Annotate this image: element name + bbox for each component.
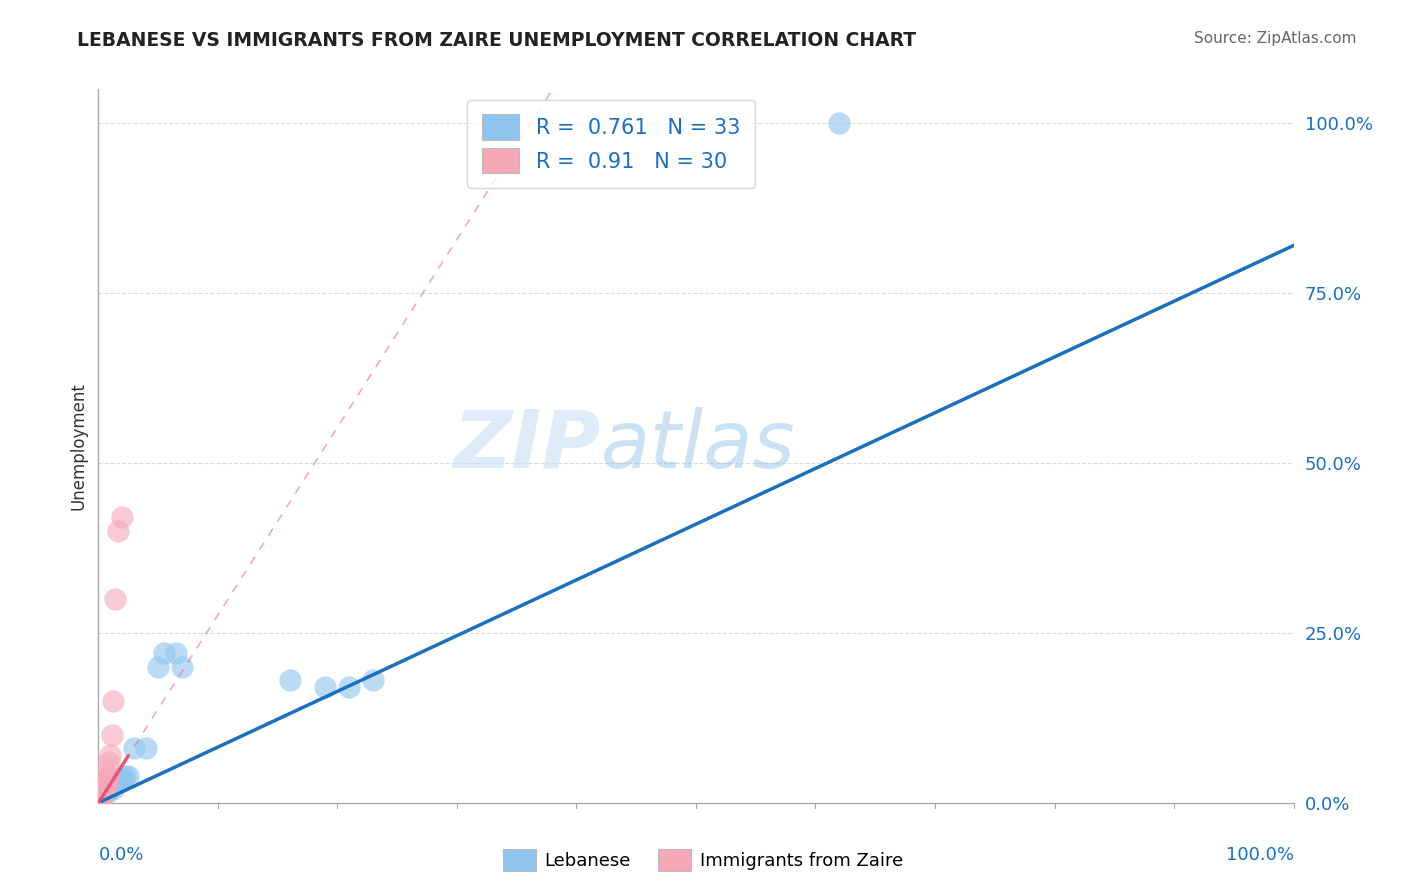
Point (108, 775, 131, 789)
Point (91, 782, 114, 797)
Point (107, 524, 129, 538)
Text: 100.0%: 100.0% (1226, 846, 1294, 863)
Point (339, 680, 361, 694)
Point (104, 591, 127, 606)
Point (91, 779, 114, 793)
Point (87, 789, 110, 803)
Point (91, 775, 114, 789)
Point (91, 789, 114, 803)
Point (91, 786, 114, 800)
Point (96, 782, 118, 797)
Point (98, 755, 121, 769)
Text: atlas: atlas (600, 407, 796, 485)
Point (828, 116, 851, 130)
Point (114, 769, 136, 783)
Point (89, 792, 111, 806)
Point (165, 646, 187, 660)
Point (96, 772, 118, 786)
Point (98, 748, 122, 763)
Y-axis label: Unemployment: Unemployment (69, 382, 87, 510)
Point (94, 775, 117, 789)
Point (90, 792, 112, 806)
Point (91, 782, 114, 797)
Point (91, 786, 114, 800)
Point (89, 792, 111, 806)
Point (90, 789, 112, 803)
Text: LEBANESE VS IMMIGRANTS FROM ZAIRE UNEMPLOYMENT CORRELATION CHART: LEBANESE VS IMMIGRANTS FROM ZAIRE UNEMPL… (77, 31, 917, 50)
Point (94, 779, 117, 793)
Point (90, 786, 112, 800)
Point (148, 660, 170, 674)
Point (153, 646, 176, 660)
Point (101, 694, 124, 708)
Point (97, 769, 120, 783)
Point (93, 786, 115, 800)
Point (94, 786, 117, 800)
Point (135, 741, 157, 756)
Text: ZIP: ZIP (453, 407, 600, 485)
Point (100, 728, 122, 742)
Point (91, 786, 114, 800)
Point (111, 772, 134, 786)
Point (278, 673, 301, 688)
Point (93, 782, 115, 797)
Point (87, 792, 110, 806)
Point (172, 660, 194, 674)
Point (90, 789, 112, 803)
Text: 0.0%: 0.0% (98, 846, 143, 863)
Point (96, 775, 118, 789)
Point (90, 792, 112, 806)
Point (89, 786, 111, 800)
Point (105, 775, 128, 789)
Point (93, 775, 115, 789)
Point (111, 510, 134, 524)
Point (87, 792, 110, 806)
Point (124, 741, 146, 756)
Point (117, 769, 139, 783)
Point (97, 782, 120, 797)
Point (363, 673, 385, 688)
Point (89, 789, 111, 803)
Point (101, 782, 124, 797)
Point (89, 789, 111, 803)
Text: Source: ZipAtlas.com: Source: ZipAtlas.com (1194, 31, 1357, 46)
Point (91, 789, 114, 803)
Point (90, 786, 112, 800)
Legend: R =  0.761   N = 33, R =  0.91   N = 30: R = 0.761 N = 33, R = 0.91 N = 30 (467, 100, 755, 188)
Point (98, 782, 121, 797)
Point (97, 762, 120, 776)
Point (93, 779, 115, 793)
Point (98, 782, 122, 797)
Legend: Lebanese, Immigrants from Zaire: Lebanese, Immigrants from Zaire (496, 842, 910, 879)
Point (87, 789, 110, 803)
Point (315, 680, 337, 694)
